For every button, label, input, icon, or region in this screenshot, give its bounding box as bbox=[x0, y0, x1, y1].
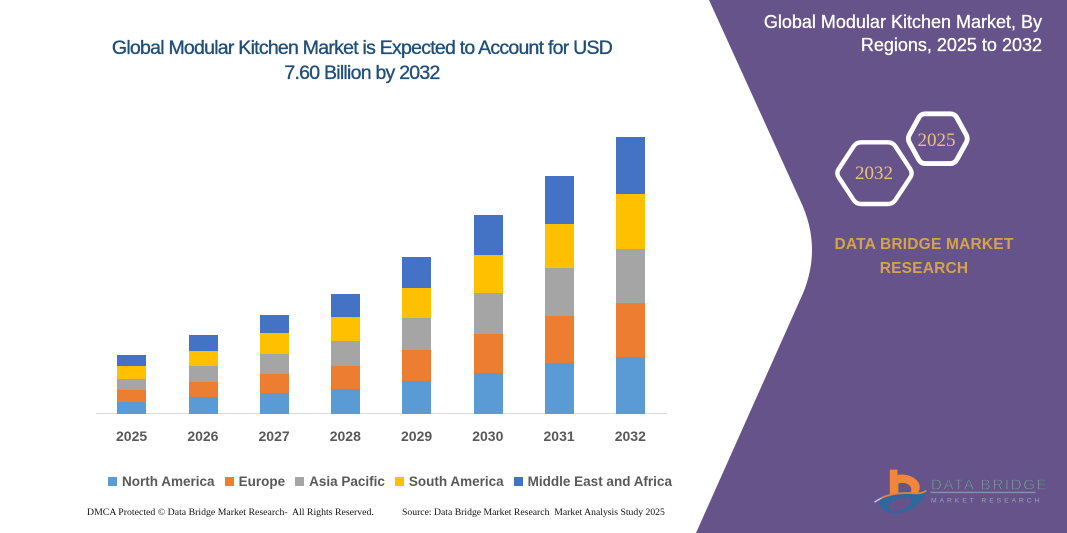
svg-text:MARKET RESEARCH: MARKET RESEARCH bbox=[931, 498, 1042, 505]
svg-text:DATA BRIDGE: DATA BRIDGE bbox=[931, 476, 1048, 493]
svg-text:2032: 2032 bbox=[855, 163, 893, 184]
svg-text:2025: 2025 bbox=[918, 130, 956, 151]
